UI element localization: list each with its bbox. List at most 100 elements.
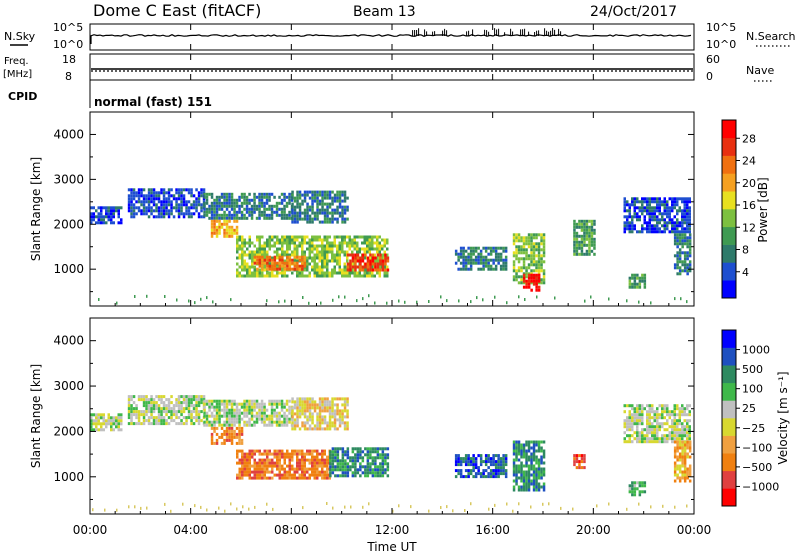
range-cell — [102, 428, 105, 432]
range-cell — [479, 255, 483, 259]
range-cell — [258, 213, 261, 217]
range-cell — [273, 274, 276, 278]
range-cell — [631, 434, 634, 438]
range-cell — [666, 419, 669, 423]
range-cell — [170, 206, 173, 210]
range-cell — [187, 413, 191, 417]
range-cell — [170, 410, 173, 414]
range-cell — [678, 239, 682, 243]
range-cell — [527, 446, 531, 450]
range-cell — [303, 473, 306, 477]
range-cell — [311, 202, 314, 206]
range-cell — [278, 455, 281, 459]
range-cell — [303, 258, 307, 262]
range-cell — [288, 258, 292, 262]
range-cell — [530, 276, 533, 280]
range-cell — [467, 454, 470, 458]
range-cell — [130, 191, 133, 195]
range-cell — [278, 195, 281, 199]
range-cell — [251, 262, 254, 266]
range-cell — [588, 237, 591, 241]
range-cell — [683, 419, 686, 423]
range-cell — [666, 404, 669, 408]
range-cell — [656, 215, 659, 219]
range-cell — [341, 453, 345, 457]
range-cell — [676, 443, 679, 447]
range-cell — [298, 452, 301, 456]
colorbar-segment — [722, 262, 736, 281]
range-cell — [338, 244, 341, 248]
range-cell — [311, 241, 314, 245]
range-cell — [343, 235, 346, 239]
range-cell — [311, 217, 314, 221]
range-cell — [663, 440, 666, 444]
range-cell — [192, 407, 196, 411]
range-cell — [683, 449, 687, 453]
range-cell — [253, 250, 256, 254]
range-cell — [354, 447, 357, 451]
range-cell — [666, 227, 669, 231]
range-cell — [590, 249, 594, 253]
range-cell — [326, 241, 329, 245]
range-cell — [162, 419, 166, 423]
range-cell — [517, 452, 521, 456]
ground-cell — [518, 502, 520, 506]
nsky-strip: N.Sky 10^5 10^0 10^5 10^0 N.Search — [4, 21, 796, 51]
range-cell — [346, 427, 349, 431]
range-cell — [213, 231, 216, 235]
range-cell — [236, 268, 239, 272]
range-cell — [323, 235, 326, 239]
range-cell — [364, 253, 367, 257]
range-cell — [293, 261, 297, 265]
range-cell — [464, 460, 468, 464]
range-cell — [235, 201, 239, 205]
range-cell — [218, 414, 221, 418]
range-cell — [283, 467, 286, 471]
range-cell — [646, 197, 649, 201]
range-cell — [142, 212, 146, 216]
range-cell — [530, 273, 533, 277]
range-cell — [346, 456, 350, 460]
range-cell — [165, 197, 168, 201]
range-cell — [326, 190, 329, 194]
range-cell — [504, 249, 508, 253]
range-cell — [474, 463, 478, 467]
range-cell — [366, 456, 370, 460]
range-cell — [643, 434, 646, 438]
range-cell — [165, 413, 168, 417]
range-cell — [636, 422, 639, 426]
range-cell — [150, 197, 153, 201]
range-cell — [346, 450, 350, 454]
range-cell — [494, 475, 498, 479]
range-cell — [673, 227, 676, 231]
range-cell — [150, 212, 153, 216]
range-cell — [532, 273, 536, 277]
range-cell — [537, 266, 541, 270]
range-cell — [253, 405, 256, 409]
range-cell — [110, 419, 113, 423]
range-cell — [338, 418, 342, 422]
range-cell — [338, 397, 342, 401]
range-cell — [628, 484, 632, 488]
range-cell — [235, 441, 239, 445]
ground-cell — [416, 300, 418, 304]
ground-cell — [608, 297, 610, 301]
range-cell — [636, 206, 639, 210]
range-cell — [688, 434, 691, 438]
range-cell — [384, 253, 387, 257]
range-cell — [527, 257, 531, 261]
range-cell — [258, 467, 261, 471]
range-cell — [268, 258, 272, 262]
range-cell — [328, 427, 332, 431]
range-cell — [175, 200, 178, 204]
range-cell — [658, 416, 661, 420]
range-cell — [147, 419, 151, 423]
range-cell — [311, 190, 314, 194]
range-cell — [676, 221, 679, 225]
range-cell — [271, 235, 274, 239]
range-cell — [641, 279, 644, 283]
range-cell — [502, 460, 505, 464]
range-cell — [341, 235, 344, 239]
range-cell — [467, 469, 470, 473]
range-cell — [258, 464, 261, 468]
